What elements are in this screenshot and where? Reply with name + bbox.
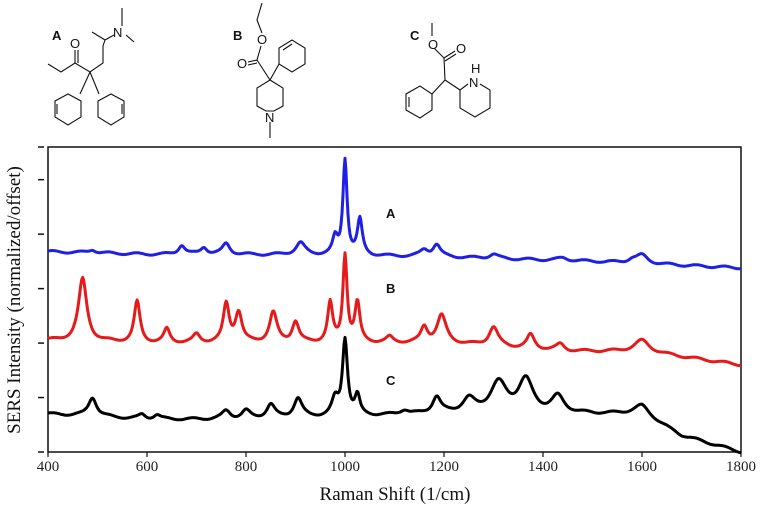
x-tick-label: 1800 [726,459,756,475]
series-label-c: C [386,373,396,388]
atom-n: N [113,25,122,40]
molecule-b-structure: B O O N [233,2,306,138]
atom-o: O [257,32,267,47]
atom-o: O [70,36,80,51]
atom-o: O [456,41,466,56]
spectrum-line-a [47,156,742,271]
x-axis-ticks: 400 600 800 1000 1200 1400 1600 1800 [37,452,756,475]
plot-frame [47,146,742,453]
atom-n: N [469,75,478,90]
atom-o: O [428,37,438,52]
x-tick-label: 1200 [429,459,459,475]
molecule-b-label: B [233,28,242,43]
x-tick-label: 400 [37,459,60,475]
spectrum-line-b [47,251,742,368]
y-axis-title: SERS Intensity (normalized/offset) [4,166,25,434]
series-label-a: A [386,206,396,221]
molecule-c-label: C [410,28,420,43]
x-tick-label: 600 [136,459,159,475]
series-label-b: B [386,281,395,296]
x-tick-label: 1000 [330,459,360,475]
atom-n: N [265,110,274,125]
x-tick-label: 1600 [627,459,657,475]
molecule-a-label: A [52,28,62,43]
atom-o: O [237,56,247,71]
spectrum-line-c [47,335,742,455]
spectra-lines [47,156,742,455]
x-tick-label: 800 [235,459,258,475]
y-axis-ticks [38,146,44,453]
atom-h: H [471,61,480,76]
x-tick-label: 1400 [528,459,558,475]
molecule-c-structure: C O O N H [405,23,491,119]
x-axis-title: Raman Shift (1/cm) [320,484,471,505]
molecule-a-structure: A O N [47,8,135,126]
